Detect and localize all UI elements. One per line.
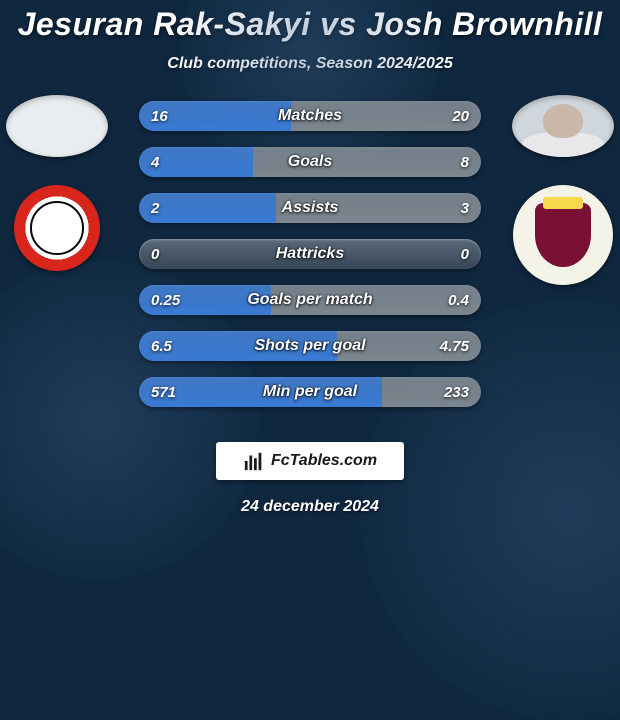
- stat-label: Min per goal: [139, 377, 481, 407]
- bars-icon: [243, 450, 265, 472]
- snapshot-date: 24 december 2024: [0, 498, 620, 516]
- stat-row: 571233Min per goal: [139, 377, 481, 407]
- stat-row: 48Goals: [139, 147, 481, 177]
- player-left-avatar: [6, 95, 108, 157]
- stat-label: Hattricks: [139, 239, 481, 269]
- stat-row: 00Hattricks: [139, 239, 481, 269]
- stat-label: Shots per goal: [139, 331, 481, 361]
- player-right-column: [508, 95, 618, 285]
- comparison-main: 1620Matches 48Goals 23Assists 00Hattricks 0.…: [0, 101, 620, 421]
- stat-label: Goals per match: [139, 285, 481, 315]
- site-branding: FcTables.com: [216, 442, 404, 480]
- stat-row: 1620Matches: [139, 101, 481, 131]
- stat-label: Matches: [139, 101, 481, 131]
- site-name: FcTables.com: [271, 452, 377, 470]
- player-right-club-badge: [513, 185, 613, 285]
- stat-label: Assists: [139, 193, 481, 223]
- stat-row: 23Assists: [139, 193, 481, 223]
- stat-bars: 1620Matches 48Goals 23Assists 00Hattricks 0.…: [139, 101, 481, 423]
- player-right-avatar: [512, 95, 614, 157]
- stat-row: 6.54.75Shots per goal: [139, 331, 481, 361]
- player-left-column: [2, 95, 112, 271]
- stat-row: 0.250.4Goals per match: [139, 285, 481, 315]
- player-left-club-badge: [14, 185, 100, 271]
- stat-label: Goals: [139, 147, 481, 177]
